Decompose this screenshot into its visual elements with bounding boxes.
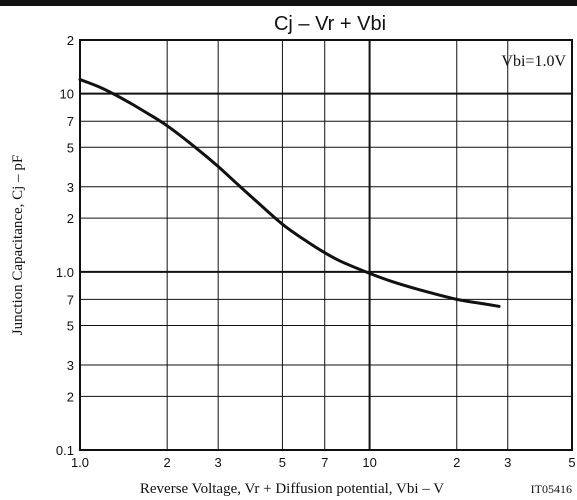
x-tick-label-0: 1.0 bbox=[71, 455, 89, 470]
top-rule bbox=[0, 0, 577, 6]
y-axis-label: Junction Capacitance, Cj – pF bbox=[10, 155, 26, 335]
annotation-vbi: Vbi=1.0V bbox=[501, 53, 566, 70]
y-tick-label-9: 7 bbox=[67, 114, 74, 129]
y-tick-label-8: 5 bbox=[67, 140, 74, 155]
x-tick-label-4: 7 bbox=[321, 455, 328, 470]
y-tick-label-1: 2 bbox=[67, 389, 74, 404]
x-tick-label-5: 10 bbox=[362, 455, 376, 470]
y-tick-label-2: 3 bbox=[67, 358, 74, 373]
y-tick-labels: 0.1 2 3 5 7 1.0 2 3 5 7 10 2 bbox=[56, 33, 74, 458]
chart-title: Cj – Vr + Vbi bbox=[274, 13, 386, 35]
y-tick-label-0: 0.1 bbox=[56, 443, 74, 458]
y-tick-label-7: 3 bbox=[67, 180, 74, 195]
x-tick-labels: 1.0 2 3 5 7 10 2 3 5 bbox=[71, 455, 576, 470]
x-tick-label-8: 5 bbox=[568, 455, 575, 470]
grid-lines bbox=[80, 40, 572, 450]
x-tick-label-2: 3 bbox=[215, 455, 222, 470]
series-line-0 bbox=[78, 78, 501, 308]
x-tick-label-3: 5 bbox=[279, 455, 286, 470]
x-tick-label-6: 2 bbox=[453, 455, 460, 470]
x-tick-label-7: 3 bbox=[504, 455, 511, 470]
y-tick-label-11: 2 bbox=[67, 33, 74, 48]
y-tick-label-3: 5 bbox=[67, 318, 74, 333]
y-tick-label-4: 7 bbox=[67, 292, 74, 307]
figure-id: IT05416 bbox=[531, 482, 572, 496]
x-axis-label: Reverse Voltage, Vr + Diffusion potentia… bbox=[140, 481, 444, 497]
y-tick-label-10: 10 bbox=[60, 87, 74, 102]
y-tick-label-6: 2 bbox=[67, 211, 74, 226]
series-lines bbox=[78, 78, 501, 308]
x-tick-label-1: 2 bbox=[164, 455, 171, 470]
plot-frame bbox=[79, 39, 573, 451]
y-tick-label-5: 1.0 bbox=[56, 265, 74, 280]
